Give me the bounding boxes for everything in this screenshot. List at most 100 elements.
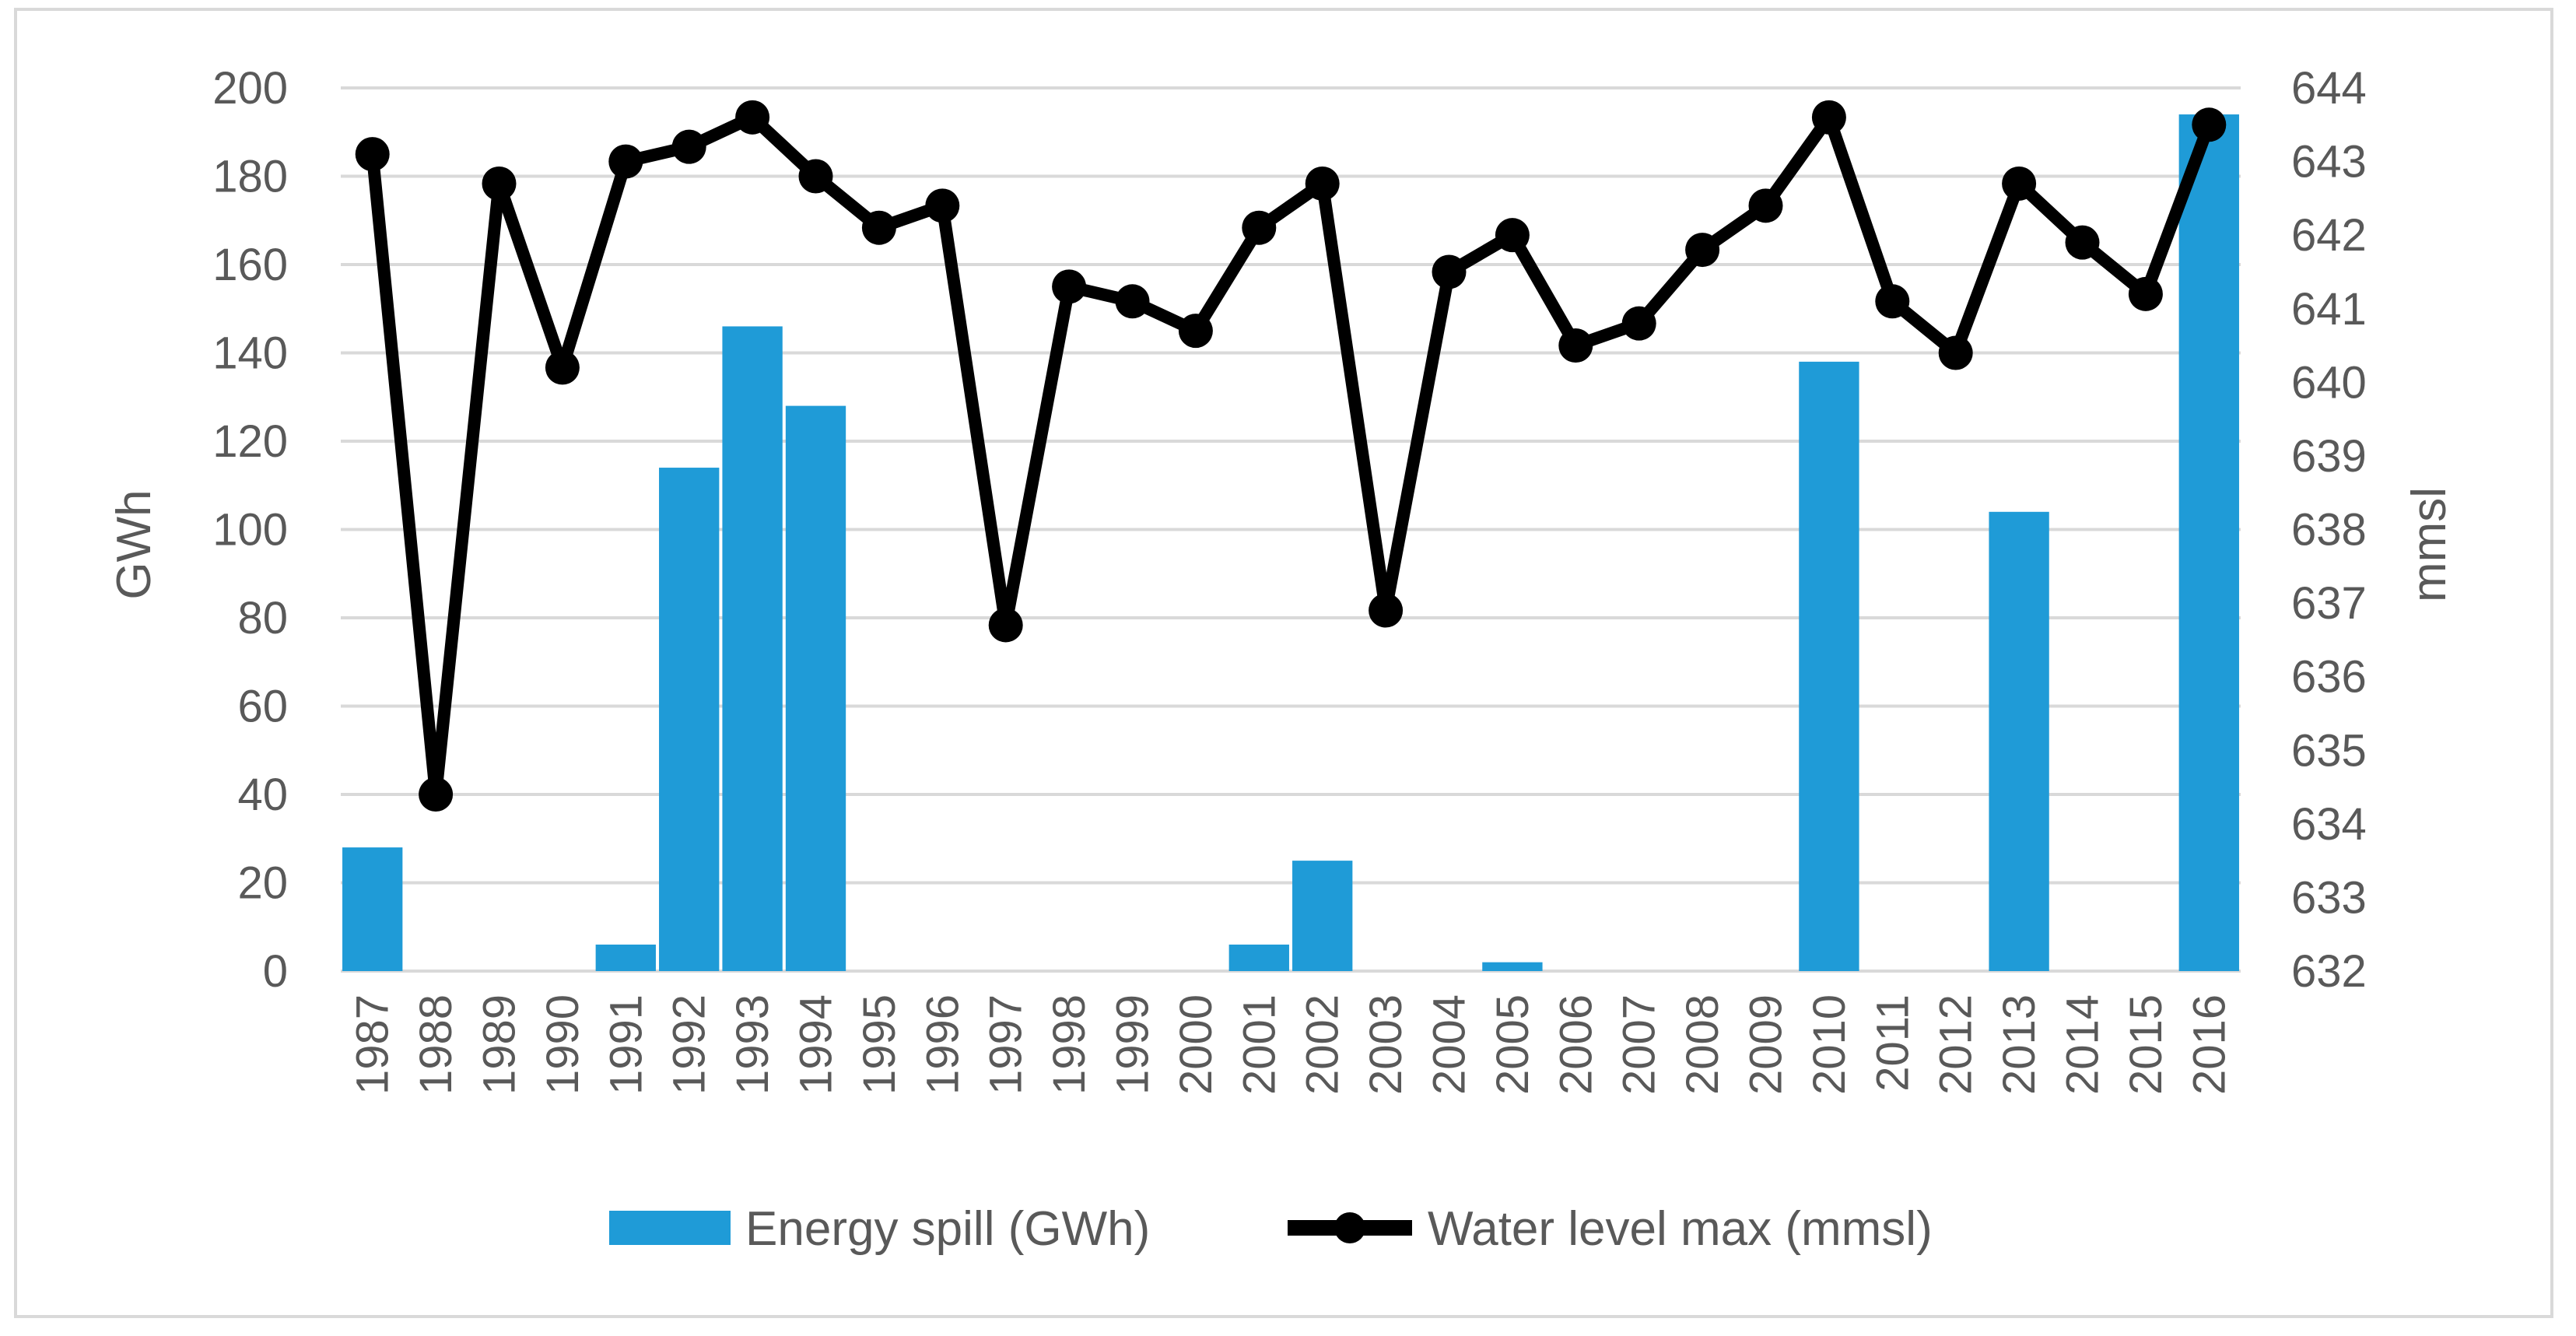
water-level-point-2012 [1938, 335, 1973, 370]
x-axis-tick-label: 1997 [981, 994, 1032, 1095]
bar-energy-spill-2013 [1989, 511, 2049, 971]
legend-label-water-level: Water level max (mmsl) [1428, 1202, 1933, 1256]
bar-energy-spill-2001 [1228, 944, 1289, 971]
water-level-point-1995 [861, 210, 896, 245]
x-axis-tick-label: 1999 [1108, 994, 1158, 1095]
x-axis-tick-label: 2006 [1551, 994, 1601, 1095]
water-level-point-2002 [1305, 166, 1340, 201]
bar-series [342, 114, 2239, 972]
water-level-point-1996 [925, 188, 960, 223]
x-axis-tick-label: 1991 [601, 994, 651, 1095]
bar-energy-spill-2016 [2178, 114, 2239, 971]
water-level-point-1992 [671, 129, 706, 164]
x-axis-tick-label: 1995 [854, 994, 905, 1095]
x-axis-tick-label: 1993 [727, 994, 778, 1095]
left-axis-tick-label: 200 [212, 63, 288, 114]
x-axis-tick-label: 1996 [917, 994, 968, 1095]
water-level-point-2004 [1432, 254, 1467, 289]
bar-energy-spill-1993 [722, 326, 783, 971]
bar-energy-spill-1992 [659, 468, 720, 971]
water-level-point-2001 [1242, 210, 1277, 245]
water-level-point-2010 [1811, 100, 1846, 135]
left-axis-tick-label: 100 [212, 505, 288, 556]
left-axis-ticks: 0 20 40 60 80 100 120 140 160 180 200 [212, 63, 288, 997]
water-level-point-2013 [2002, 166, 2037, 201]
right-axis-tick-label: 640 [2291, 357, 2367, 408]
bar-energy-spill-1991 [595, 944, 656, 971]
x-axis-tick-label: 2009 [1741, 994, 1792, 1095]
bar-energy-spill-2005 [1482, 962, 1543, 971]
water-level-line [366, 110, 2216, 801]
x-axis-tick-label: 2016 [2184, 994, 2234, 1095]
water-level-point-1999 [1115, 284, 1150, 319]
left-axis-tick-label: 120 [212, 416, 288, 467]
right-axis-tick-label: 638 [2291, 505, 2367, 556]
bar-energy-spill-1987 [342, 847, 403, 971]
x-axis-tick-label: 1990 [538, 994, 588, 1095]
x-axis-tick-label: 1992 [664, 994, 715, 1095]
left-axis-tick-label: 40 [237, 770, 288, 820]
water-level-point-1987 [355, 137, 390, 172]
right-axis-tick-label: 634 [2291, 799, 2367, 850]
right-axis-tick-label: 643 [2291, 137, 2367, 188]
water-level-point-1997 [988, 608, 1023, 643]
left-axis-tick-label: 80 [237, 593, 288, 643]
x-axis-tick-label: 2001 [1234, 994, 1284, 1095]
legend-swatch-energy-spill [609, 1211, 731, 1245]
bar-energy-spill-1994 [785, 405, 846, 971]
x-axis-tick-label: 2002 [1298, 994, 1348, 1095]
x-axis-tick-label: 2005 [1488, 994, 1538, 1095]
x-axis-tick-label: 2011 [1867, 994, 1918, 1092]
water-level-point-2009 [1748, 188, 1783, 223]
right-axis-tick-label: 635 [2291, 725, 2367, 776]
water-level-point-2006 [1558, 328, 1593, 363]
water-level-point-1989 [482, 166, 517, 201]
legend-label-energy-spill: Energy spill (GWh) [745, 1202, 1150, 1256]
x-axis-tick-label: 2000 [1171, 994, 1221, 1095]
x-axis-tick-label: 2007 [1614, 994, 1665, 1095]
water-level-point-2003 [1369, 593, 1404, 628]
water-level-point-2015 [2128, 276, 2163, 311]
left-axis-tick-label: 60 [237, 682, 288, 732]
x-axis-tick-label: 2004 [1425, 994, 1475, 1095]
left-axis-tick-label: 140 [212, 328, 288, 379]
water-level-point-2000 [1178, 314, 1213, 349]
x-axis-tick-label: 2012 [1931, 994, 1982, 1095]
left-axis-tick-label: 180 [212, 152, 288, 202]
left-axis-tick-label: 160 [212, 240, 288, 290]
water-level-point-1998 [1052, 269, 1087, 304]
right-axis-tick-label: 642 [2291, 210, 2367, 261]
x-axis-tick-label: 2010 [1804, 994, 1855, 1095]
right-axis-ticks: 632 633 634 635 636 637 638 639 640 641 642 643 644 [2291, 63, 2367, 997]
right-axis-tick-label: 633 [2291, 872, 2367, 923]
water-level-point-2008 [1685, 233, 1720, 268]
bar-energy-spill-2010 [1799, 361, 1859, 972]
water-level-point-1991 [608, 144, 643, 179]
x-axis-tick-label: 2014 [2058, 994, 2108, 1095]
water-level-point-2016 [2192, 107, 2227, 142]
x-axis-tick-label: 1987 [348, 994, 398, 1095]
right-axis-title: mmsl [2403, 487, 2456, 602]
x-axis-tick-label: 2003 [1361, 994, 1411, 1095]
right-axis-tick-label: 639 [2291, 431, 2367, 482]
x-axis-tick-label: 2013 [1994, 994, 2045, 1095]
right-axis-tick-label: 632 [2291, 946, 2367, 997]
x-axis-ticks: 1987 1988 1989 1990 1991 1992 1993 1994 1995 1996… [348, 994, 2235, 1095]
gridlines [341, 86, 2241, 973]
x-axis-tick-label: 2015 [2121, 994, 2171, 1095]
water-level-point-2014 [2065, 225, 2100, 260]
right-axis-tick-label: 641 [2291, 284, 2367, 335]
legend-swatch-water-level-marker [1334, 1212, 1365, 1243]
water-level-point-1988 [419, 777, 454, 812]
x-axis-tick-label: 1994 [791, 994, 842, 1095]
line-series [355, 100, 2227, 812]
x-axis-tick-label: 2008 [1677, 994, 1728, 1095]
x-axis-tick-label: 1988 [411, 994, 461, 1095]
bar-energy-spill-2002 [1292, 861, 1353, 971]
left-axis-tick-label: 20 [237, 858, 288, 909]
left-axis-title: GWh [107, 489, 161, 599]
right-axis-tick-label: 637 [2291, 578, 2367, 629]
x-axis-tick-label: 1998 [1044, 994, 1095, 1095]
water-level-point-1994 [798, 159, 833, 194]
